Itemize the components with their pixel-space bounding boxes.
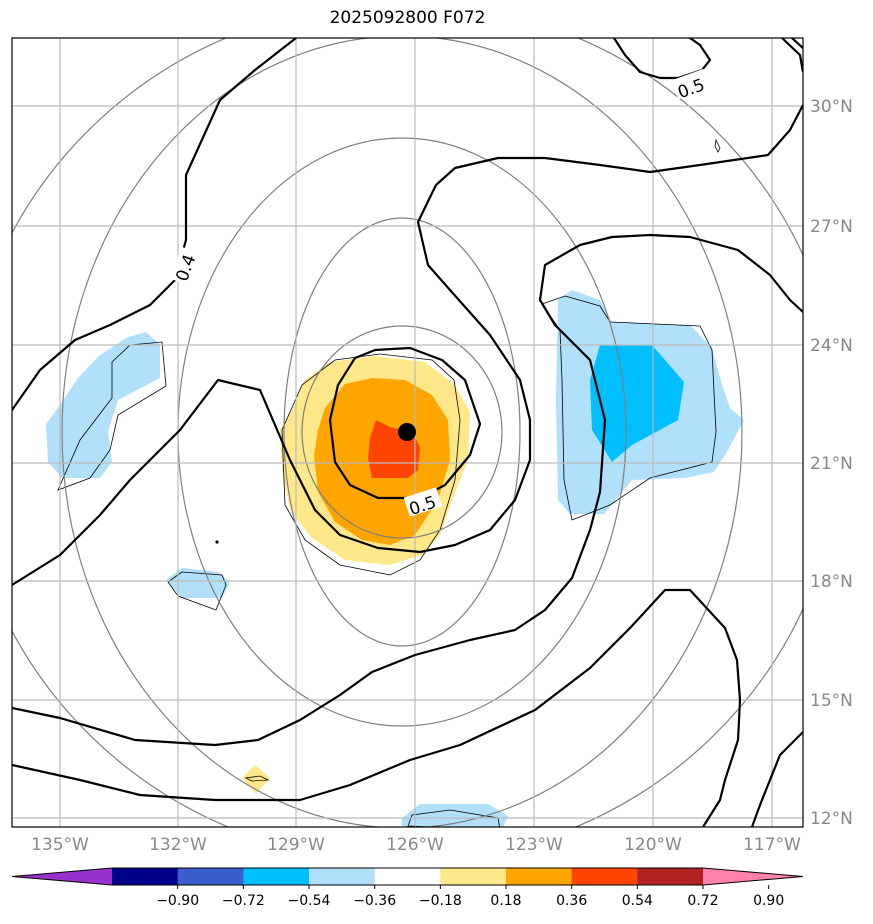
colorbar-segment <box>506 868 573 885</box>
lat-label-18n: 18°N <box>810 572 853 592</box>
map-frame <box>11 37 804 828</box>
colorbar: −0.90 −0.72 −0.54 −0.36 −0.18 0.18 0.36 0.54 0.7… <box>11 867 804 909</box>
colorbar-tick-label: 0.72 <box>687 893 718 909</box>
pos-anomaly-small <box>242 765 270 794</box>
lat-label-24n: 24°N <box>810 336 853 356</box>
storm-center-marker <box>398 423 416 441</box>
longitude-labels: 135°W 132°W 129°W 126°W 123°W 120°W 117°… <box>31 835 801 855</box>
lon-label-135w: 135°W <box>31 835 89 855</box>
colorbar-tick-label: −0.36 <box>353 893 396 909</box>
colorbar-segment <box>177 868 244 885</box>
map-content <box>12 38 803 827</box>
lon-label-132w: 132°W <box>149 835 207 855</box>
colorbar-tick-label: 0.18 <box>490 893 521 909</box>
lat-label-30n: 30°N <box>810 97 853 117</box>
neg-anomaly-south <box>402 804 508 827</box>
lon-label-120w: 120°W <box>624 835 682 855</box>
colorbar-tick-label: −0.90 <box>156 893 199 909</box>
lon-label-129w: 129°W <box>267 835 325 855</box>
colorbar-tick-label: 0.54 <box>622 893 653 909</box>
lat-label-27n: 27°N <box>810 217 853 237</box>
lon-label-117w: 117°W <box>743 835 801 855</box>
neg-anomaly-east-core <box>590 345 684 462</box>
colorbar-extend-high <box>703 868 803 885</box>
lat-label-21n: 21°N <box>810 454 853 474</box>
colorbar-segment <box>309 868 376 885</box>
neg-anomaly-west <box>46 332 160 478</box>
colorbar-segment <box>243 868 310 885</box>
colorbar-extend-low <box>12 868 112 885</box>
map-title: 2025092800 F072 <box>329 8 486 28</box>
colorbar-tick-label: −0.54 <box>288 893 331 909</box>
lon-label-123w: 123°W <box>505 835 563 855</box>
colorbar-tick-label: 0.90 <box>753 893 784 909</box>
colorbar-segment <box>637 868 704 885</box>
lat-label-12n: 12°N <box>810 809 853 829</box>
colorbar-tick-label: −0.18 <box>419 893 462 909</box>
thin-contours <box>57 138 721 827</box>
neg-anomaly-southwest <box>166 568 230 598</box>
colorbar-segment <box>374 868 441 885</box>
lat-label-15n: 15°N <box>810 691 853 711</box>
colorbar-tick-label: 0.36 <box>556 893 587 909</box>
colorbar-segment <box>571 868 638 885</box>
latitude-labels: 30°N 27°N 24°N 21°N 18°N 15°N 12°N <box>810 97 853 829</box>
colorbar-segment <box>440 868 507 885</box>
colorbar-outline <box>11 867 804 886</box>
colorbar-tick-label: −0.72 <box>222 893 265 909</box>
colorbar-segment <box>112 868 179 885</box>
small-dot-marker <box>215 540 219 544</box>
graticule <box>12 38 803 827</box>
lon-label-126w: 126°W <box>386 835 444 855</box>
